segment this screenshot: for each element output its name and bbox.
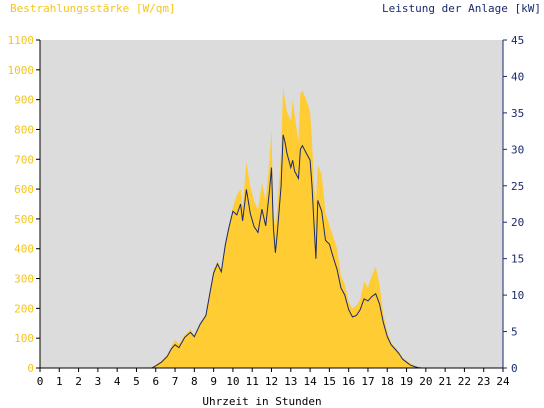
x-tick-label: 14: [303, 375, 317, 388]
x-tick-label: 17: [361, 375, 374, 388]
y-left-tick-label: 0: [27, 362, 34, 375]
x-tick-label: 10: [226, 375, 239, 388]
power-line-layer: [40, 134, 503, 369]
y-right-tick-label: 35: [511, 107, 524, 120]
tick-labels-layer: 0 1 2 3 4 5 6 7 8 9 10 11 12 13 14 15 16 17 18 19 20 21 22 23 24…: [8, 34, 525, 388]
irradiance-area: [40, 87, 503, 368]
y-right-tick-label: 10: [511, 289, 524, 302]
x-tick-label: 4: [114, 375, 121, 388]
x-tick-label: 0: [37, 375, 44, 388]
y-right-tick-label: 30: [511, 143, 524, 156]
x-tick-label: 1: [56, 375, 63, 388]
y-left-tick-label: 400: [14, 243, 34, 256]
y-left-tick-label: 600: [14, 183, 34, 196]
x-tick-label: 18: [381, 375, 394, 388]
irradiance-area-layer: [40, 87, 503, 368]
x-tick-label: 6: [152, 375, 159, 388]
x-tick-label: 7: [172, 375, 179, 388]
x-tick-label: 22: [458, 375, 471, 388]
power-line: [40, 134, 503, 369]
x-tick-label: 5: [133, 375, 140, 388]
x-tick-label: 8: [191, 375, 198, 388]
y-right-tick-label: 25: [511, 180, 524, 193]
y-right-tick-label: 20: [511, 216, 524, 229]
y-left-tick-label: 1000: [8, 64, 35, 77]
y-left-tick-label: 1100: [8, 34, 35, 47]
y-right-tick-label: 15: [511, 253, 524, 266]
y-right-tick-label: 45: [511, 34, 524, 47]
x-tick-label: 21: [439, 375, 452, 388]
x-tick-label: 24: [496, 375, 510, 388]
x-tick-label: 2: [75, 375, 82, 388]
y-left-tick-label: 300: [14, 273, 34, 286]
x-tick-label: 11: [246, 375, 259, 388]
x-tick-label: 13: [284, 375, 297, 388]
x-tick-label: 16: [342, 375, 355, 388]
y-left-tick-label: 900: [14, 94, 34, 107]
y-left-tick-label: 100: [14, 332, 34, 345]
x-tick-label: 19: [400, 375, 413, 388]
y-left-tick-label: 800: [14, 123, 34, 136]
x-axis-label: Uhrzeit in Stunden: [202, 395, 321, 408]
y-right-tick-label: 0: [511, 362, 518, 375]
x-tick-label: 3: [95, 375, 102, 388]
x-tick-label: 15: [323, 375, 336, 388]
y-left-tick-label: 500: [14, 213, 34, 226]
x-tick-label: 20: [419, 375, 432, 388]
y-right-tick-label: 5: [511, 326, 518, 339]
axes-layer: [36, 39, 507, 372]
y-right-tick-label: 40: [511, 70, 524, 83]
y-left-axis-label: Bestrahlungsstärke [W/qm]: [10, 2, 176, 15]
x-tick-label: 12: [265, 375, 278, 388]
y-right-axis-label: Leistung der Anlage [kW]: [382, 2, 541, 15]
x-tick-label: 9: [210, 375, 217, 388]
x-tick-label: 23: [477, 375, 490, 388]
y-left-tick-label: 700: [14, 153, 34, 166]
y-left-tick-label: 200: [14, 302, 34, 315]
